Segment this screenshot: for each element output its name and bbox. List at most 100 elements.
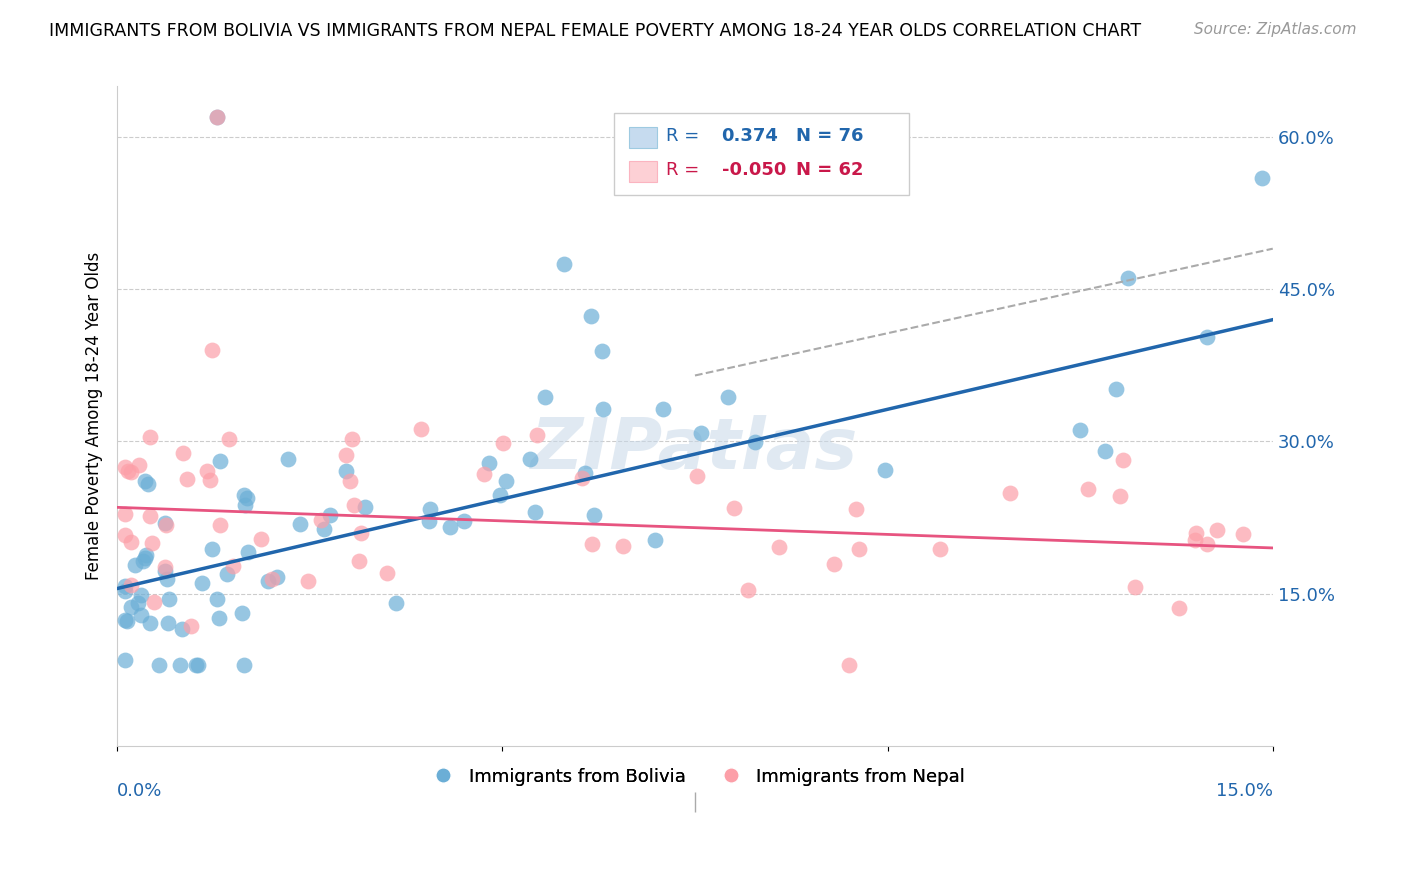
Point [135,549,157,563]
Point [153,516,176,531]
Point [156,572,179,586]
Point [375,566,398,580]
Point [114,528,136,542]
Point [553,257,575,271]
Point [929,541,952,556]
Point [153,564,176,578]
Point [848,541,870,556]
Point [495,474,517,488]
Point [222,558,245,573]
Text: IMMIGRANTS FROM BOLIVIA VS IMMIGRANTS FROM NEPAL FEMALE POVERTY AMONG 18-24 YEAR: IMMIGRANTS FROM BOLIVIA VS IMMIGRANTS FR… [49,22,1142,40]
Point [1232,527,1254,541]
Point [115,615,138,629]
Point [208,611,231,625]
Point [114,507,136,521]
Point [343,499,366,513]
Point [1111,452,1133,467]
Point [574,467,596,481]
Point [723,500,745,515]
Point [190,576,212,591]
Point [523,505,546,519]
Point [1116,271,1139,285]
Point [1105,382,1128,396]
Point [236,491,259,505]
Point [309,513,332,527]
Point [492,436,515,450]
Point [132,554,155,568]
Point [139,616,162,631]
Text: 0.0%: 0.0% [117,782,163,800]
Point [439,519,461,533]
Point [260,572,283,586]
Point [120,465,142,479]
Point [1125,580,1147,594]
Text: N = 76: N = 76 [796,127,863,145]
Point [169,657,191,672]
Point [335,464,357,478]
Text: -0.050: -0.050 [721,161,786,179]
Point [644,533,666,548]
Text: R =: R = [666,161,699,179]
Point [157,592,180,607]
Point [571,471,593,485]
Point [180,619,202,633]
Point [1168,600,1191,615]
Point [218,433,240,447]
Point [153,560,176,574]
Point [350,526,373,541]
Point [717,390,740,404]
Point [592,402,614,417]
Point [187,657,209,672]
Point [233,498,256,512]
Point [148,657,170,672]
Point [232,488,254,502]
Point [582,508,605,522]
Point [354,500,377,514]
Point [172,622,194,636]
Point [277,452,299,467]
Point [249,533,271,547]
Point [156,616,179,631]
Point [114,459,136,474]
Point [1000,486,1022,500]
Point [207,110,229,124]
Point [453,514,475,528]
Point [519,451,541,466]
Legend: Immigrants from Bolivia, Immigrants from Nepal: Immigrants from Bolivia, Immigrants from… [418,760,972,793]
Point [314,522,336,536]
Point [176,471,198,485]
Point [768,540,790,554]
Point [385,595,408,609]
Point [319,508,342,523]
Point [114,584,136,599]
FancyBboxPatch shape [614,112,908,195]
Point [266,570,288,584]
Point [297,574,319,588]
Point [139,430,162,444]
Point [581,309,603,323]
Point [117,464,139,478]
Point [209,518,232,533]
Point [207,110,229,124]
Point [129,588,152,602]
Point [136,476,159,491]
Point [114,579,136,593]
Point [256,574,278,589]
Point [744,435,766,450]
Point [339,474,361,488]
Text: 0.374: 0.374 [721,127,779,145]
Point [155,517,177,532]
Point [129,607,152,622]
Point [823,557,845,571]
Point [652,402,675,417]
Point [120,534,142,549]
Point [737,583,759,598]
Point [419,502,441,516]
Point [1077,482,1099,496]
Point [232,657,254,672]
Point [114,613,136,627]
Point [172,446,194,460]
Point [195,464,218,478]
Point [340,433,363,447]
Y-axis label: Female Poverty Among 18-24 Year Olds: Female Poverty Among 18-24 Year Olds [86,252,103,580]
